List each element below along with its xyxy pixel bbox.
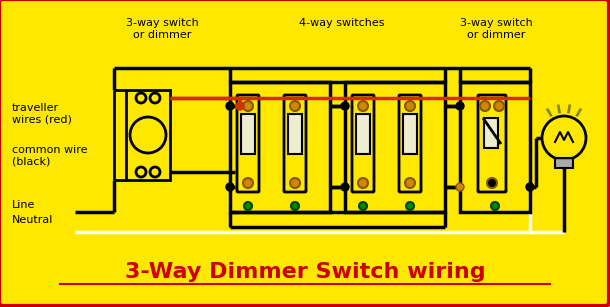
- Bar: [241, 114, 255, 154]
- Bar: [460, 82, 530, 212]
- Bar: [555, 158, 573, 168]
- Circle shape: [487, 178, 497, 188]
- Circle shape: [405, 101, 415, 111]
- Text: common wire
(black): common wire (black): [12, 145, 87, 167]
- Circle shape: [150, 93, 160, 103]
- Text: 3-way switch
or dimmer: 3-way switch or dimmer: [126, 18, 198, 40]
- Bar: [356, 114, 370, 154]
- Bar: [288, 114, 302, 154]
- Circle shape: [480, 101, 490, 111]
- Circle shape: [290, 101, 300, 111]
- Circle shape: [290, 178, 300, 188]
- Text: 3-Way Dimmer Switch wiring: 3-Way Dimmer Switch wiring: [124, 262, 486, 282]
- Circle shape: [226, 183, 234, 191]
- Circle shape: [244, 202, 252, 210]
- FancyBboxPatch shape: [237, 95, 259, 192]
- Circle shape: [358, 178, 368, 188]
- FancyBboxPatch shape: [399, 95, 421, 192]
- Circle shape: [456, 102, 464, 110]
- Bar: [230, 82, 330, 212]
- Text: 3-way switch
or dimmer: 3-way switch or dimmer: [459, 18, 533, 40]
- Circle shape: [542, 116, 586, 160]
- FancyBboxPatch shape: [284, 95, 306, 192]
- Circle shape: [526, 183, 534, 191]
- Circle shape: [226, 102, 234, 110]
- Bar: [484, 118, 498, 148]
- Bar: [403, 114, 417, 154]
- Circle shape: [291, 202, 299, 210]
- Bar: [345, 82, 445, 212]
- Circle shape: [494, 101, 504, 111]
- Circle shape: [136, 93, 146, 103]
- Circle shape: [150, 167, 160, 177]
- Text: 4-way switches: 4-way switches: [300, 18, 385, 28]
- Circle shape: [405, 178, 415, 188]
- Circle shape: [456, 183, 464, 191]
- FancyBboxPatch shape: [352, 95, 374, 192]
- FancyBboxPatch shape: [478, 95, 506, 192]
- Circle shape: [406, 202, 414, 210]
- Circle shape: [236, 102, 244, 110]
- Circle shape: [243, 178, 253, 188]
- Circle shape: [341, 183, 349, 191]
- Circle shape: [359, 202, 367, 210]
- Circle shape: [243, 101, 253, 111]
- Circle shape: [341, 102, 349, 110]
- Bar: [126, 90, 170, 180]
- Text: traveller
wires (red): traveller wires (red): [12, 103, 72, 125]
- Circle shape: [491, 202, 499, 210]
- Circle shape: [358, 101, 368, 111]
- Text: Neutral: Neutral: [12, 215, 54, 225]
- Text: Line: Line: [12, 200, 35, 210]
- Circle shape: [130, 117, 166, 153]
- Circle shape: [136, 167, 146, 177]
